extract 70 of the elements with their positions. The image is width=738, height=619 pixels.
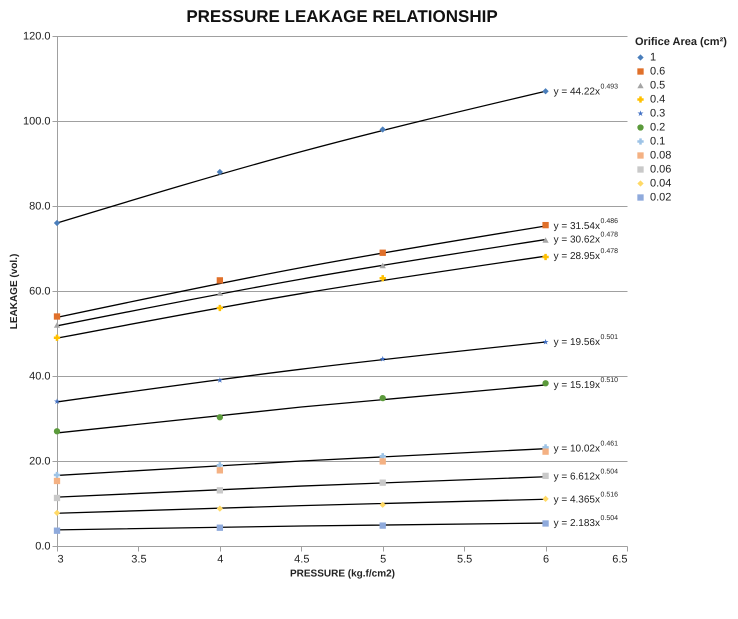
point (542, 472, 549, 480)
point (54, 494, 60, 502)
point (54, 322, 60, 328)
point (216, 524, 224, 531)
legend-title: Orifice Area (cm²) (635, 36, 728, 48)
y-tick-label: 80.0 (29, 200, 50, 212)
point (542, 380, 549, 386)
point (380, 458, 386, 465)
point (54, 313, 60, 320)
point (54, 528, 60, 534)
y-tick-label: 100.0 (22, 116, 50, 128)
point (542, 338, 549, 345)
point (542, 448, 549, 455)
point (216, 414, 224, 420)
point (380, 126, 386, 133)
point (216, 487, 224, 494)
legend-label: 1 (650, 52, 656, 64)
legend-label: 0.5 (650, 80, 666, 92)
x-tick-label: 6.5 (612, 554, 628, 566)
y-tick-label: 40.0 (29, 370, 50, 382)
legend-label: 0.08 (650, 150, 672, 162)
point (380, 356, 386, 362)
point (380, 275, 386, 282)
point (216, 290, 224, 296)
point (380, 394, 386, 402)
point (216, 467, 224, 474)
x-tick-label: 3 (58, 554, 64, 566)
x-tick-label: 5 (380, 554, 386, 566)
x-tick-label: 6 (543, 554, 550, 566)
y-axis-title: LEAKAGE (vol.) (8, 254, 20, 330)
point (216, 304, 224, 312)
x-tick-label: 5.5 (456, 554, 472, 566)
point (542, 222, 549, 228)
point (380, 480, 386, 486)
y-tick-label: 120.0 (22, 30, 50, 42)
point (54, 510, 60, 516)
x-tick-label: 4 (217, 554, 224, 566)
point (380, 522, 386, 529)
point (542, 237, 549, 243)
y-tick-label: 0.0 (35, 540, 50, 552)
point (380, 262, 386, 268)
point (54, 334, 60, 341)
legend-label: 0.3 (650, 108, 666, 120)
point (216, 168, 224, 176)
point (54, 398, 60, 404)
point (54, 472, 60, 478)
point (542, 496, 549, 502)
point (380, 250, 386, 256)
point (54, 478, 60, 484)
point (542, 88, 549, 94)
legend-label: 0.4 (650, 94, 666, 106)
legend-label: 0.06 (650, 164, 672, 176)
x-tick-label: 4.5 (294, 554, 310, 566)
point (380, 502, 386, 508)
point (216, 505, 224, 512)
point (54, 428, 60, 434)
legend-label: 0.1 (650, 136, 666, 148)
x-axis-title: PRESSURE (kg.f/cm2) (290, 568, 396, 580)
point (216, 277, 224, 284)
point (54, 220, 60, 226)
y-tick-label: 20.0 (29, 456, 50, 468)
legend-label: 0.2 (650, 122, 666, 134)
point (542, 254, 549, 260)
x-tick-label: 3.5 (131, 554, 147, 566)
chart-title: PRESSURE LEAKAGE RELATIONSHIP (186, 7, 498, 26)
legend-label: 0.02 (650, 192, 672, 204)
point (542, 520, 549, 527)
legend-label: 0.6 (650, 66, 666, 78)
legend-label: 0.04 (650, 178, 672, 190)
y-tick-label: 60.0 (29, 286, 50, 298)
